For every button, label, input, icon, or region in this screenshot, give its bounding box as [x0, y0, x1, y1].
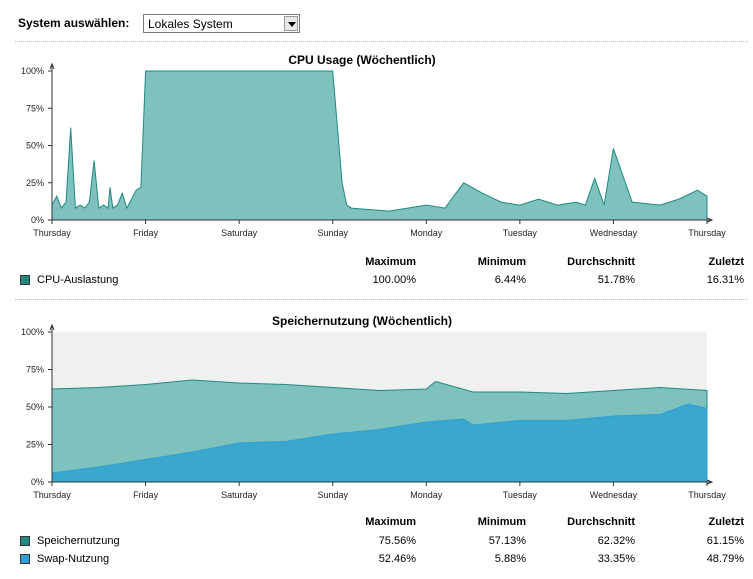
legend-swatch-swap [20, 554, 30, 564]
stat-value: 16.31% [706, 274, 744, 286]
stat-value: 62.32% [597, 535, 635, 547]
x-tick-label: Thursday [33, 490, 71, 500]
stat-value: 52.46% [378, 553, 416, 565]
stat-value: 100.00% [372, 274, 416, 286]
cpu-usage-chart: 100% 75% 50% 25% 0% Thursday Friday Saturday Sun… [21, 62, 726, 238]
stat-value: 57.13% [488, 535, 526, 547]
y-tick-label: 75% [26, 103, 44, 113]
divider [15, 299, 748, 300]
area-series-cpu-auslastung [51, 70, 708, 221]
x-tick-label: Wednesday [590, 228, 638, 238]
x-tick-label: Saturday [221, 490, 258, 500]
stat-value: 6.44% [494, 274, 526, 286]
y-tick-label: 0% [31, 477, 44, 487]
y-tick-label: 25% [26, 178, 44, 188]
chevron-down-icon[interactable] [284, 16, 298, 31]
stat-header-minimum: Minimum [477, 256, 526, 268]
y-tick-label: 100% [21, 66, 44, 76]
stat-header-maximum: Maximum [365, 516, 416, 528]
y-tick-label: 50% [26, 402, 44, 412]
memory-usage-chart: 100% 75% 50% 25% 0% Thursday Friday Saturday Sun… [21, 323, 726, 500]
y-tick-label: 50% [26, 141, 44, 151]
y-axis-arrow [49, 62, 55, 70]
stat-value: 61.15% [706, 535, 744, 547]
memory-chart-title: Speichernutzung (Wöchentlich) [272, 314, 452, 328]
area-series-swap-nutzung [51, 403, 708, 483]
y-tick-label: 100% [21, 327, 44, 337]
stat-header-average: Durchschnitt [567, 256, 635, 268]
y-axis-arrow [49, 323, 55, 331]
stat-value: 51.78% [597, 274, 635, 286]
stat-value: 5.88% [494, 553, 526, 565]
x-tick-label: Friday [133, 490, 159, 500]
stat-header-minimum: Minimum [477, 516, 526, 528]
x-tick-label: Tuesday [503, 228, 538, 238]
stat-header-last: Zuletzt [708, 516, 744, 528]
x-tick-label: Wednesday [590, 490, 638, 500]
x-tick-label: Thursday [688, 228, 726, 238]
y-tick-label: 0% [31, 215, 44, 225]
x-tick-label: Sunday [317, 490, 348, 500]
legend-label-memory: Speichernutzung [37, 535, 120, 547]
x-tick-label: Saturday [221, 228, 258, 238]
stat-header-last: Zuletzt [708, 256, 744, 268]
stat-value: 48.79% [706, 553, 744, 565]
legend-swatch-cpu [20, 275, 30, 285]
x-tick-label: Sunday [317, 228, 348, 238]
system-select-label: System auswählen: [18, 16, 130, 30]
legend-label-swap: Swap-Nutzung [37, 553, 110, 565]
x-tick-label: Friday [133, 228, 159, 238]
stat-header-average: Durchschnitt [567, 516, 635, 528]
y-tick-label: 75% [26, 365, 44, 375]
x-tick-label: Thursday [688, 490, 726, 500]
stat-value: 33.35% [597, 553, 635, 565]
legend-swatch-memory [20, 536, 30, 546]
x-tick-label: Tuesday [503, 490, 538, 500]
x-axis-arrow [706, 479, 714, 485]
x-tick-label: Thursday [33, 228, 71, 238]
stat-header-maximum: Maximum [365, 256, 416, 268]
cpu-chart-title: CPU Usage (Wöchentlich) [288, 53, 436, 67]
legend-label-cpu: CPU-Auslastung [37, 274, 119, 286]
x-axis-arrow [706, 217, 714, 223]
system-select-value: Lokales System [148, 17, 233, 31]
stat-value: 75.56% [378, 535, 416, 547]
divider [15, 41, 748, 42]
system-select[interactable]: Lokales System [143, 14, 300, 33]
x-tick-label: Monday [410, 228, 443, 238]
y-tick-label: 25% [26, 440, 44, 450]
x-tick-label: Monday [410, 490, 443, 500]
